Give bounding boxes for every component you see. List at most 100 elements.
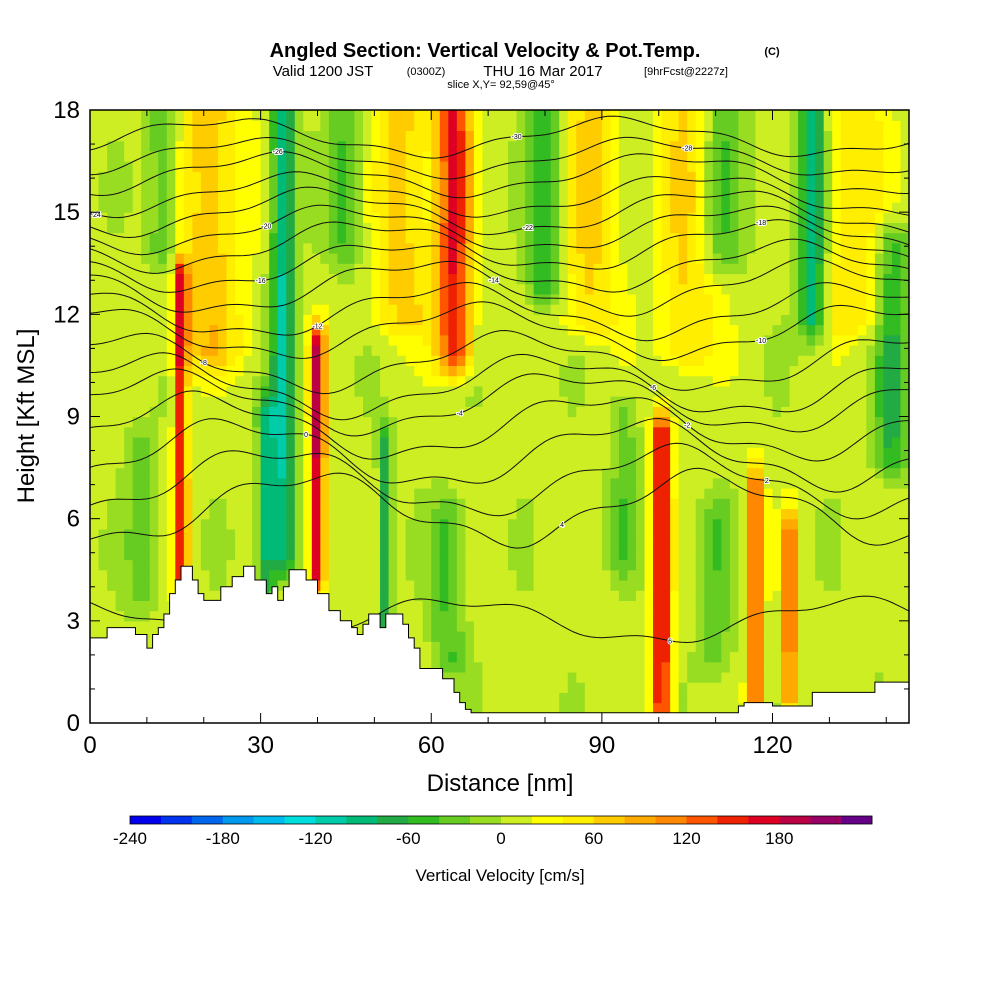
velocity-cell: [823, 508, 833, 520]
velocity-cell: [124, 396, 134, 407]
velocity-cell: [661, 590, 671, 601]
velocity-cell: [371, 293, 381, 305]
velocity-cell: [704, 242, 714, 254]
velocity-cell: [712, 263, 722, 275]
velocity-cell: [610, 253, 620, 264]
velocity-cell: [456, 549, 466, 561]
velocity-cell: [746, 559, 757, 571]
velocity-cell: [695, 661, 705, 673]
velocity-cell: [832, 590, 842, 601]
velocity-cell: [891, 641, 902, 653]
velocity-cell: [567, 692, 577, 704]
velocity-cell: [252, 201, 262, 213]
velocity-cell: [337, 222, 347, 234]
velocity-cell: [533, 293, 543, 305]
velocity-cell: [704, 293, 714, 305]
velocity-cell: [499, 191, 509, 203]
velocity-cell: [763, 651, 774, 663]
velocity-cell: [337, 212, 347, 223]
velocity-cell: [107, 416, 117, 428]
velocity-cell: [448, 283, 458, 295]
velocity-cell: [644, 661, 654, 673]
velocity-cell: [806, 232, 816, 244]
velocity-cell: [260, 488, 270, 499]
velocity-cell: [388, 436, 398, 448]
velocity-cell: [695, 692, 705, 704]
velocity-cell: [380, 365, 390, 377]
velocity-cell: [550, 324, 560, 336]
velocity-cell: [473, 590, 484, 601]
velocity-cell: [576, 498, 586, 510]
velocity-cell: [490, 447, 501, 458]
velocity-cell: [874, 610, 885, 622]
velocity-cell: [618, 396, 629, 407]
velocity-cell: [115, 620, 125, 632]
velocity-cell: [832, 539, 842, 550]
velocity-cell: [601, 283, 612, 295]
velocity-cell: [388, 242, 398, 254]
velocity-cell: [559, 191, 569, 203]
velocity-cell: [704, 610, 714, 622]
velocity-cell: [874, 324, 885, 336]
velocity-cell: [670, 273, 680, 285]
velocity-cell: [806, 692, 816, 704]
velocity-cell: [653, 314, 663, 326]
velocity-cell: [661, 232, 671, 244]
velocity-cell: [670, 375, 680, 387]
velocity-cell: [439, 477, 449, 489]
velocity-cell: [192, 365, 202, 377]
velocity-cell: [525, 242, 535, 254]
velocity-cell: [380, 232, 390, 244]
velocity-cell: [90, 539, 100, 550]
velocity-cell: [542, 488, 552, 499]
velocity-cell: [90, 508, 100, 520]
velocity-cell: [832, 232, 842, 244]
velocity-cell: [729, 447, 739, 458]
velocity-cell: [124, 375, 134, 387]
velocity-cell: [891, 508, 902, 520]
velocity-cell: [124, 355, 134, 367]
velocity-cell: [576, 334, 586, 346]
velocity-cell: [866, 467, 876, 479]
velocity-cell: [789, 334, 799, 346]
velocity-cell: [217, 232, 228, 244]
velocity-cell: [670, 702, 680, 714]
velocity-cell: [729, 232, 739, 244]
velocity-cell: [729, 579, 739, 591]
velocity-cell: [661, 201, 671, 213]
velocity-cell: [235, 222, 245, 234]
velocity-cell: [721, 293, 731, 305]
velocity-cell: [815, 293, 825, 305]
velocity-cell: [721, 324, 731, 336]
velocity-cell: [363, 416, 373, 428]
velocity-cell: [704, 631, 714, 642]
velocity-cell: [891, 324, 902, 336]
velocity-cell: [840, 641, 850, 653]
velocity-cell: [712, 293, 722, 305]
velocity-cell: [380, 334, 390, 346]
velocity-cell: [849, 590, 859, 601]
velocity-cell: [806, 375, 816, 387]
velocity-cell: [695, 334, 705, 346]
velocity-cell: [482, 191, 492, 203]
velocity-cell: [465, 651, 475, 663]
velocity-cell: [499, 344, 509, 356]
velocity-cell: [243, 293, 253, 305]
velocity-cell: [371, 344, 381, 356]
velocity-cell: [874, 344, 885, 356]
velocity-cell: [542, 508, 552, 520]
velocity-cell: [516, 324, 526, 336]
velocity-cell: [849, 375, 859, 387]
velocity-cell: [286, 416, 296, 428]
velocity-cell: [687, 232, 697, 244]
velocity-cell: [166, 385, 176, 397]
velocity-cell: [695, 355, 705, 367]
velocity-cell: [328, 406, 339, 418]
velocity-cell: [550, 222, 560, 234]
velocity-cell: [781, 671, 791, 683]
velocity-cell: [132, 447, 142, 458]
velocity-cell: [252, 467, 262, 479]
velocity-cell: [294, 355, 304, 367]
velocity-cell: [388, 222, 398, 234]
velocity-cell: [431, 539, 441, 550]
